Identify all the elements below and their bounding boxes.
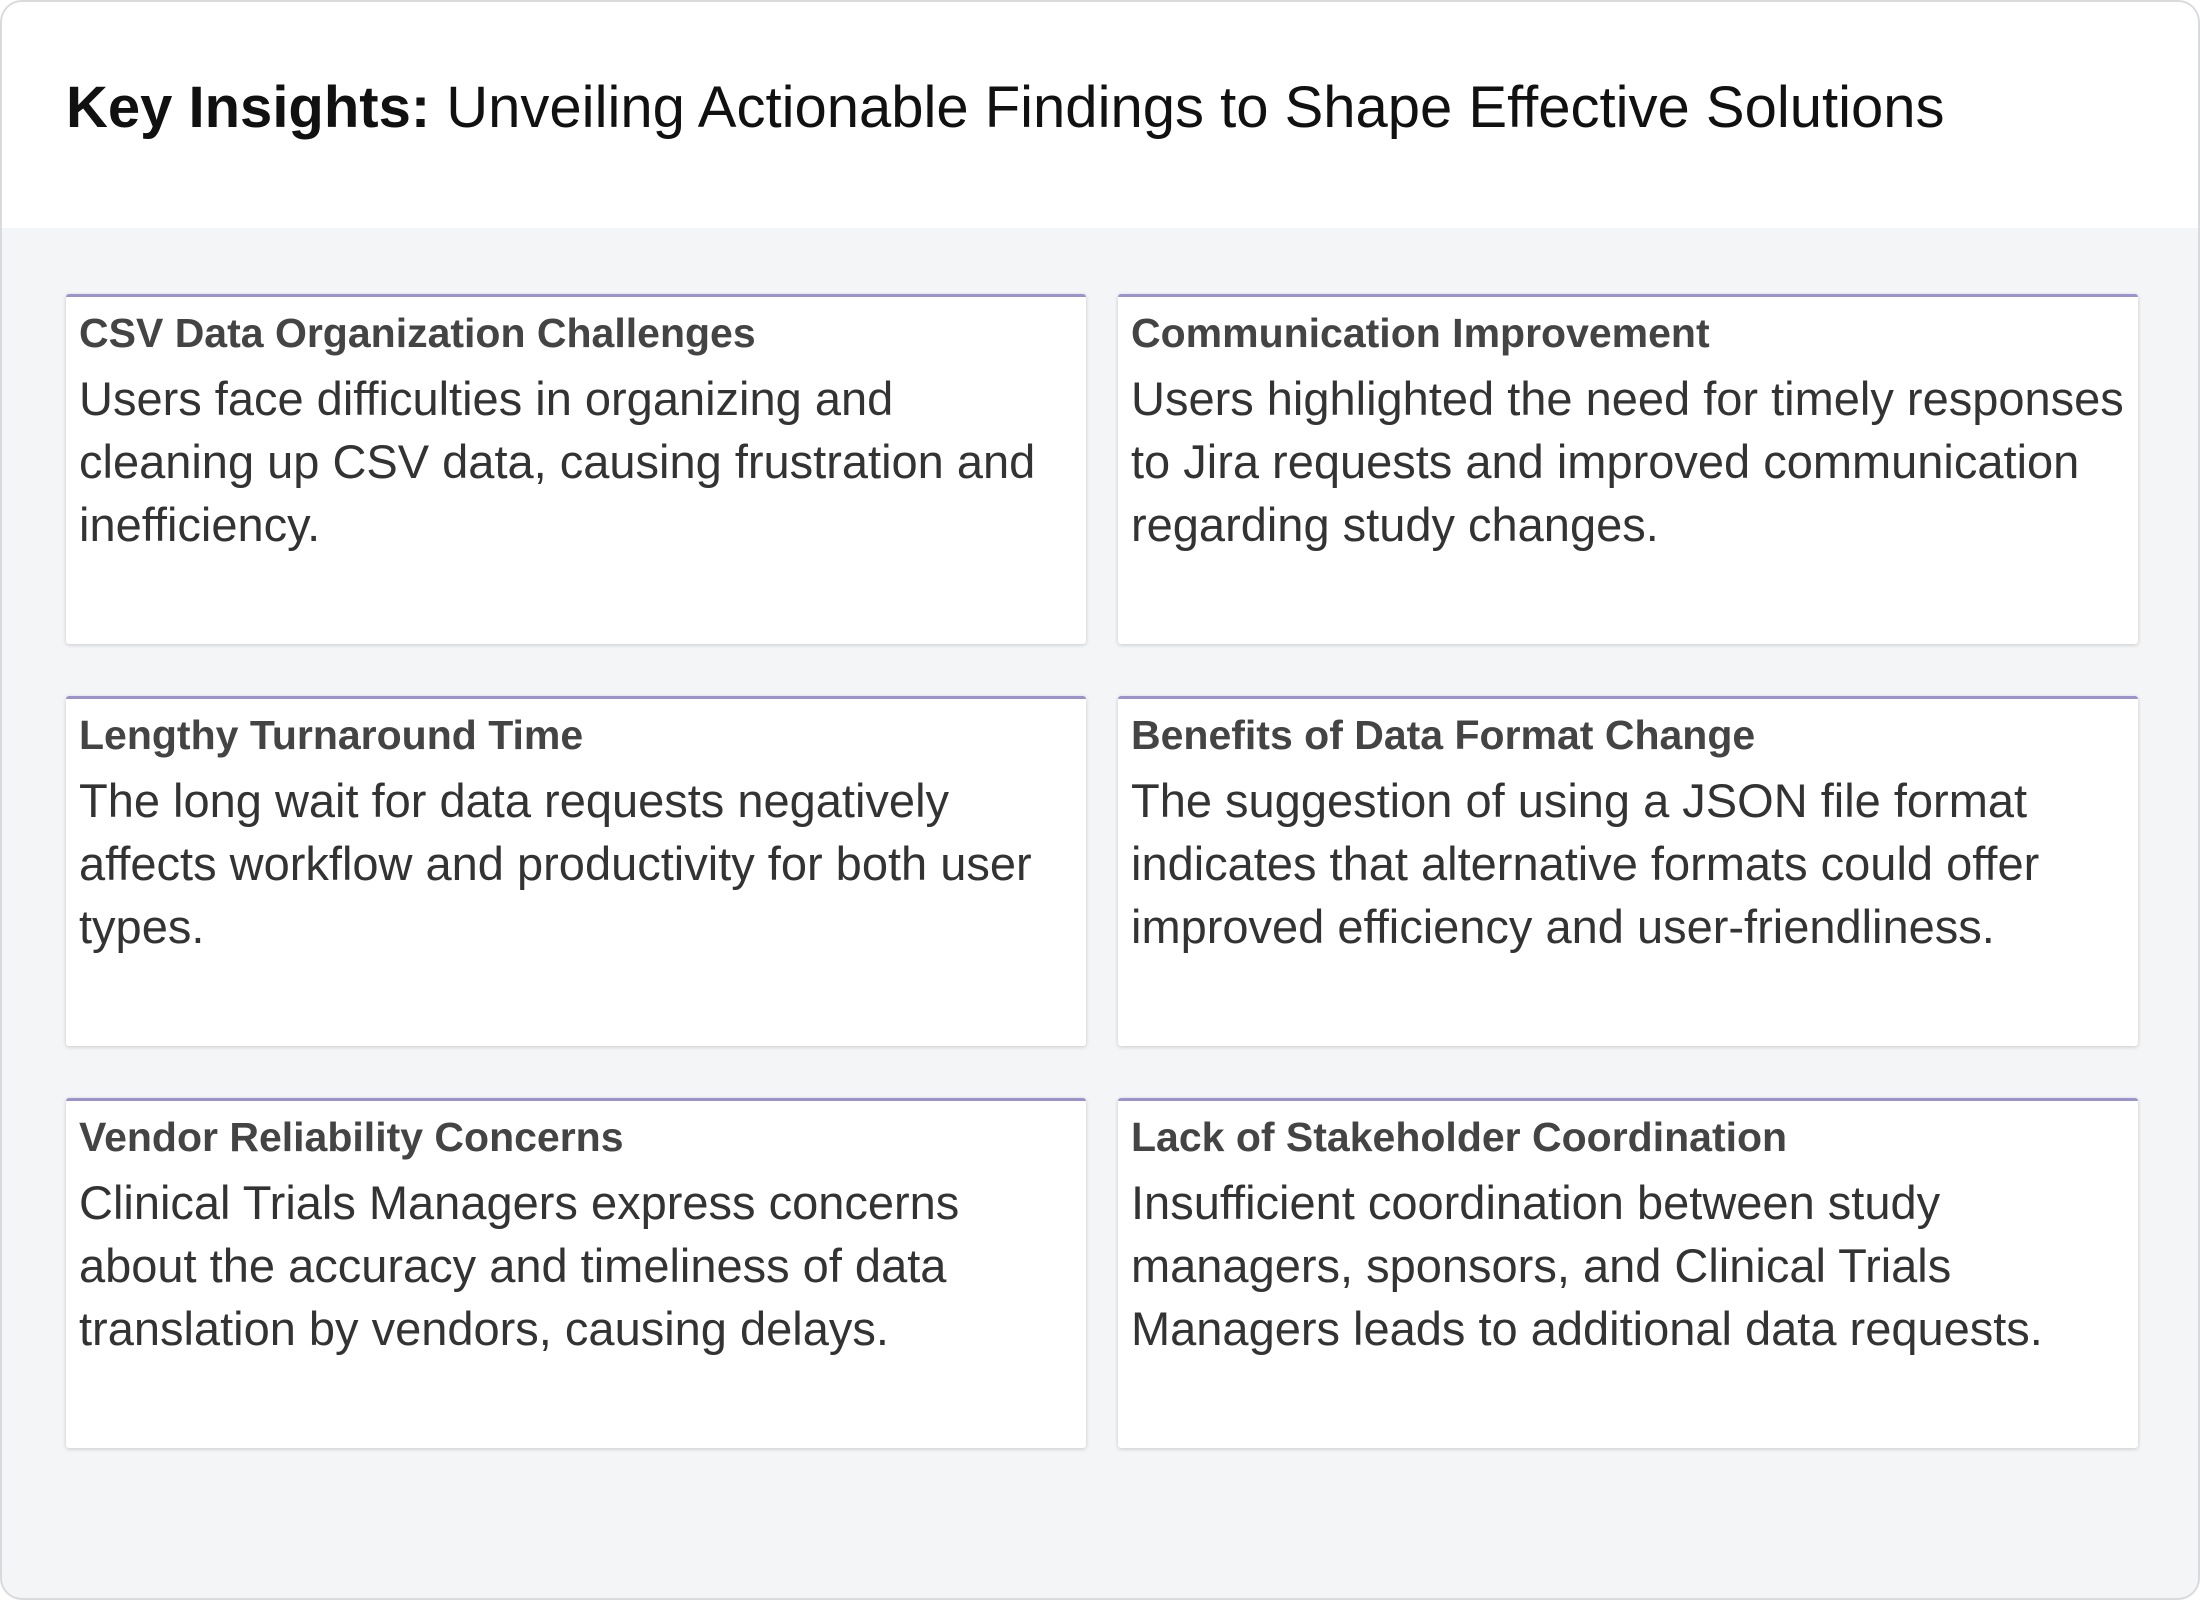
insight-card-communication-improvement: Communication Improvement Users highligh… xyxy=(1118,294,2138,644)
card-body: The suggestion of using a JSON file form… xyxy=(1131,774,2040,953)
card-body: Users highlighted the need for timely re… xyxy=(1131,372,2124,551)
insight-card-stakeholder-coordination: Lack of Stakeholder Coordination Insuffi… xyxy=(1118,1098,2138,1448)
insight-card-data-format-change: Benefits of Data Format Change The sugge… xyxy=(1118,696,2138,1046)
card-title: Lack of Stakeholder Coordination xyxy=(1131,1114,1788,1160)
insight-card-csv-data-organization: CSV Data Organization Challenges Users f… xyxy=(66,294,1086,644)
card-title: Benefits of Data Format Change xyxy=(1131,712,1756,758)
insight-card-vendor-reliability: Vendor Reliability Concerns Clinical Tri… xyxy=(66,1098,1086,1448)
insight-card-lengthy-turnaround: Lengthy Turnaround Time The long wait fo… xyxy=(66,696,1086,1046)
card-body: Clinical Trials Managers express concern… xyxy=(79,1176,960,1355)
card-body: The long wait for data requests negative… xyxy=(79,774,1032,953)
page-title: Key Insights: Unveiling Actionable Findi… xyxy=(66,72,1945,144)
title-text: Unveiling Actionable Findings to Shape E… xyxy=(430,75,1945,140)
title-emphasis: Key Insights: xyxy=(66,75,431,140)
card-body: Insufficient coordination between study … xyxy=(1131,1176,2043,1355)
card-body: Users face difficulties in organizing an… xyxy=(79,372,1036,551)
card-title: Lengthy Turnaround Time xyxy=(79,712,584,758)
insights-grid: CSV Data Organization Challenges Users f… xyxy=(66,294,2138,1448)
card-title: CSV Data Organization Challenges xyxy=(79,310,756,356)
header: Key Insights: Unveiling Actionable Findi… xyxy=(2,2,2198,228)
card-title: Communication Improvement xyxy=(1131,310,1710,356)
card-title: Vendor Reliability Concerns xyxy=(79,1114,624,1160)
